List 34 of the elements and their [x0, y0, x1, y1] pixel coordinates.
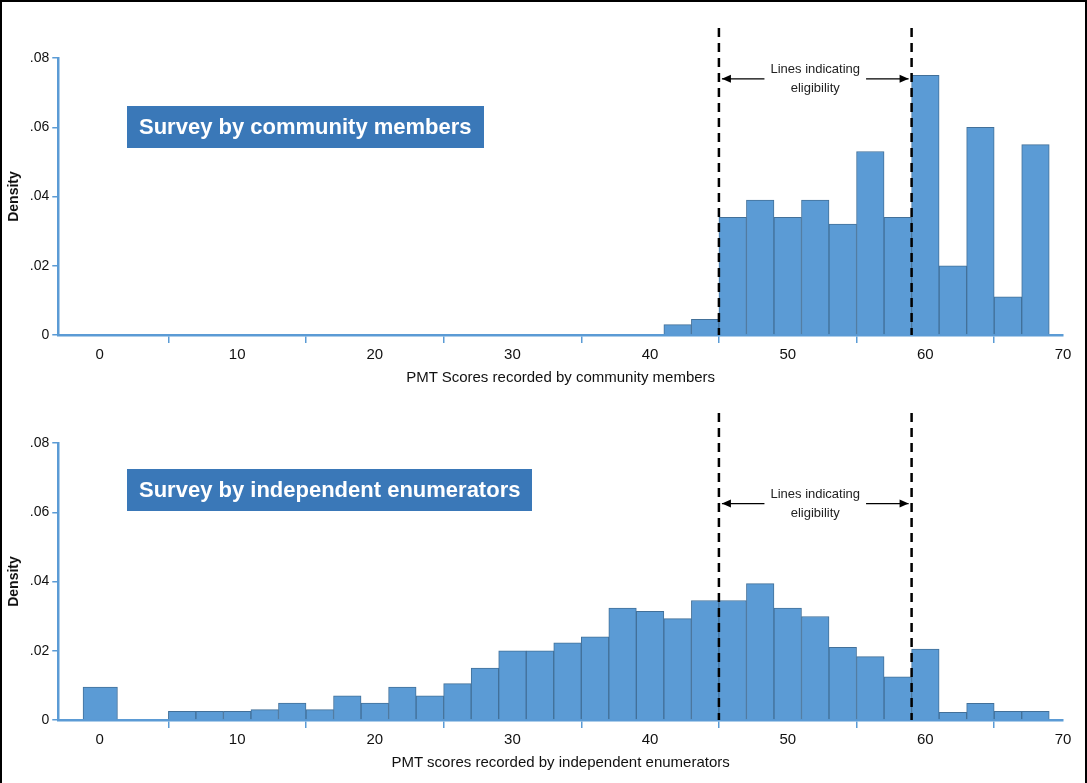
y-tick-label: .02	[29, 641, 50, 658]
x-tick-label: 0	[95, 730, 104, 748]
y-tick-label: 0	[41, 325, 50, 342]
y-tick-label: .04	[29, 187, 50, 204]
x-axis-title: PMT Scores recorded by community members	[406, 368, 716, 386]
x-tick-label: 20	[366, 730, 384, 748]
y-tick-label: .04	[29, 572, 50, 589]
y-tick-label: .08	[29, 48, 50, 65]
y-axis-title: Density	[5, 171, 22, 222]
x-axis-title: PMT scores recorded by independent enumerators	[391, 753, 730, 771]
y-tick-label: .06	[29, 503, 50, 520]
x-tick-label: 30	[504, 345, 521, 363]
annotation: Lines indicating eligibility	[770, 61, 861, 96]
x-tick-label: 60	[917, 730, 934, 748]
x-tick-label: 20	[366, 345, 384, 363]
x-tick-label: 10	[228, 345, 246, 363]
y-tick-label: .02	[29, 256, 50, 273]
text: Survey by community members	[127, 106, 484, 148]
x-tick-label: 50	[779, 345, 797, 363]
x-tick-label: 10	[228, 730, 246, 748]
y-tick-label: .06	[29, 118, 50, 135]
x-tick-label: 70	[1054, 730, 1072, 748]
y-tick-label: 0	[41, 710, 50, 727]
y-axis-title: Density	[5, 556, 22, 607]
x-tick-label: 40	[641, 345, 659, 363]
x-tick-label: 60	[917, 345, 934, 363]
x-tick-label: 70	[1054, 345, 1072, 363]
x-tick-label: 30	[504, 730, 521, 748]
annotation: Lines indicating eligibility	[770, 486, 861, 521]
text: Survey by independent enumerators	[127, 469, 533, 511]
x-tick-label: 40	[641, 730, 659, 748]
x-tick-label: 0	[95, 345, 104, 363]
y-tick-label: .08	[29, 433, 50, 450]
x-tick-label: 50	[779, 730, 797, 748]
